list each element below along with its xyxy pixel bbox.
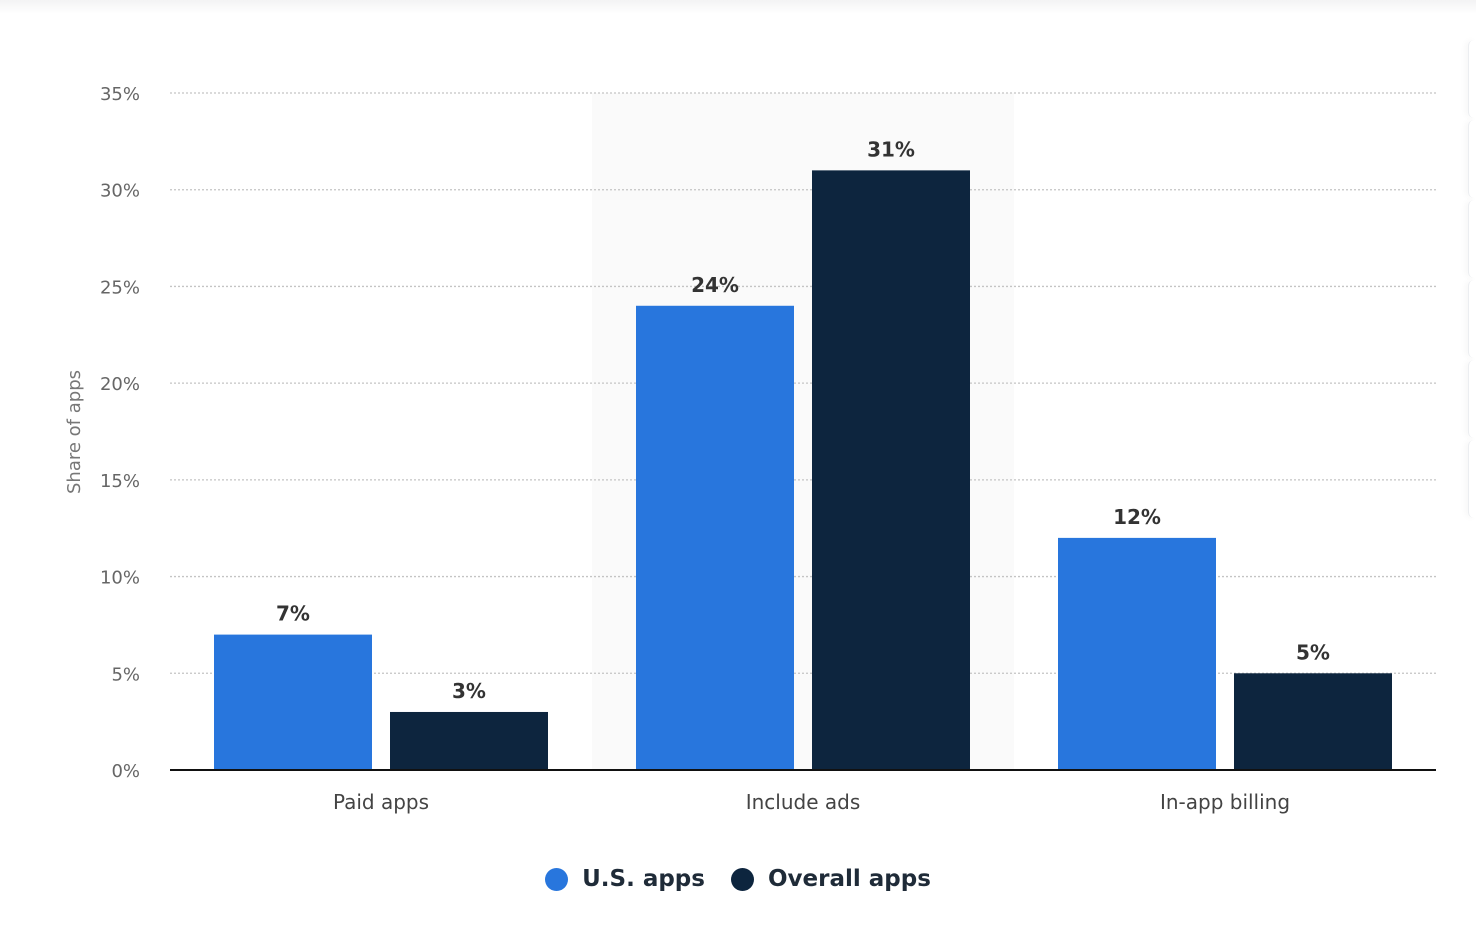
side-tab[interactable] xyxy=(1468,440,1476,518)
bar[interactable] xyxy=(390,711,548,770)
x-tick-label: Include ads xyxy=(746,790,861,814)
legend-label: Overall apps xyxy=(767,866,931,892)
legend-marker xyxy=(730,867,754,891)
data-label: 3% xyxy=(452,679,486,703)
data-label: 7% xyxy=(276,602,310,626)
bar[interactable] xyxy=(1058,537,1216,770)
y-tick-label: 10% xyxy=(100,568,140,589)
y-tick-label: 20% xyxy=(100,374,140,395)
x-tick-label: In-app billing xyxy=(1160,790,1290,814)
y-tick-label: 30% xyxy=(100,181,140,202)
bar[interactable] xyxy=(636,305,794,770)
x-tick-label: Paid apps xyxy=(333,790,429,814)
side-tab[interactable] xyxy=(1468,360,1476,438)
y-tick-label: 35% xyxy=(100,84,140,105)
y-axis-label: Share of apps xyxy=(64,370,85,494)
top-bar xyxy=(0,0,1476,14)
bar[interactable] xyxy=(1234,673,1392,770)
data-label: 5% xyxy=(1296,640,1330,664)
legend-item-us-apps[interactable]: U.S. apps xyxy=(545,866,705,892)
side-tab[interactable] xyxy=(1468,120,1476,198)
data-label: 24% xyxy=(691,273,739,297)
bar[interactable] xyxy=(214,634,372,770)
y-tick-label: 25% xyxy=(100,277,140,298)
legend: U.S. apps Overall apps xyxy=(0,866,1476,892)
legend-item-overall-apps[interactable]: Overall apps xyxy=(730,866,931,892)
y-tick-label: 5% xyxy=(111,664,140,685)
legend-marker xyxy=(545,867,569,891)
legend-label: U.S. apps xyxy=(582,866,705,892)
data-label: 12% xyxy=(1113,505,1161,529)
side-tab[interactable] xyxy=(1468,280,1476,358)
data-label: 31% xyxy=(867,137,915,161)
side-toolbar xyxy=(1468,40,1476,520)
side-tab[interactable] xyxy=(1468,200,1476,278)
y-tick-label: 0% xyxy=(111,761,140,782)
side-tab[interactable] xyxy=(1468,40,1476,118)
y-tick-label: 15% xyxy=(100,471,140,492)
bar[interactable] xyxy=(812,170,970,770)
